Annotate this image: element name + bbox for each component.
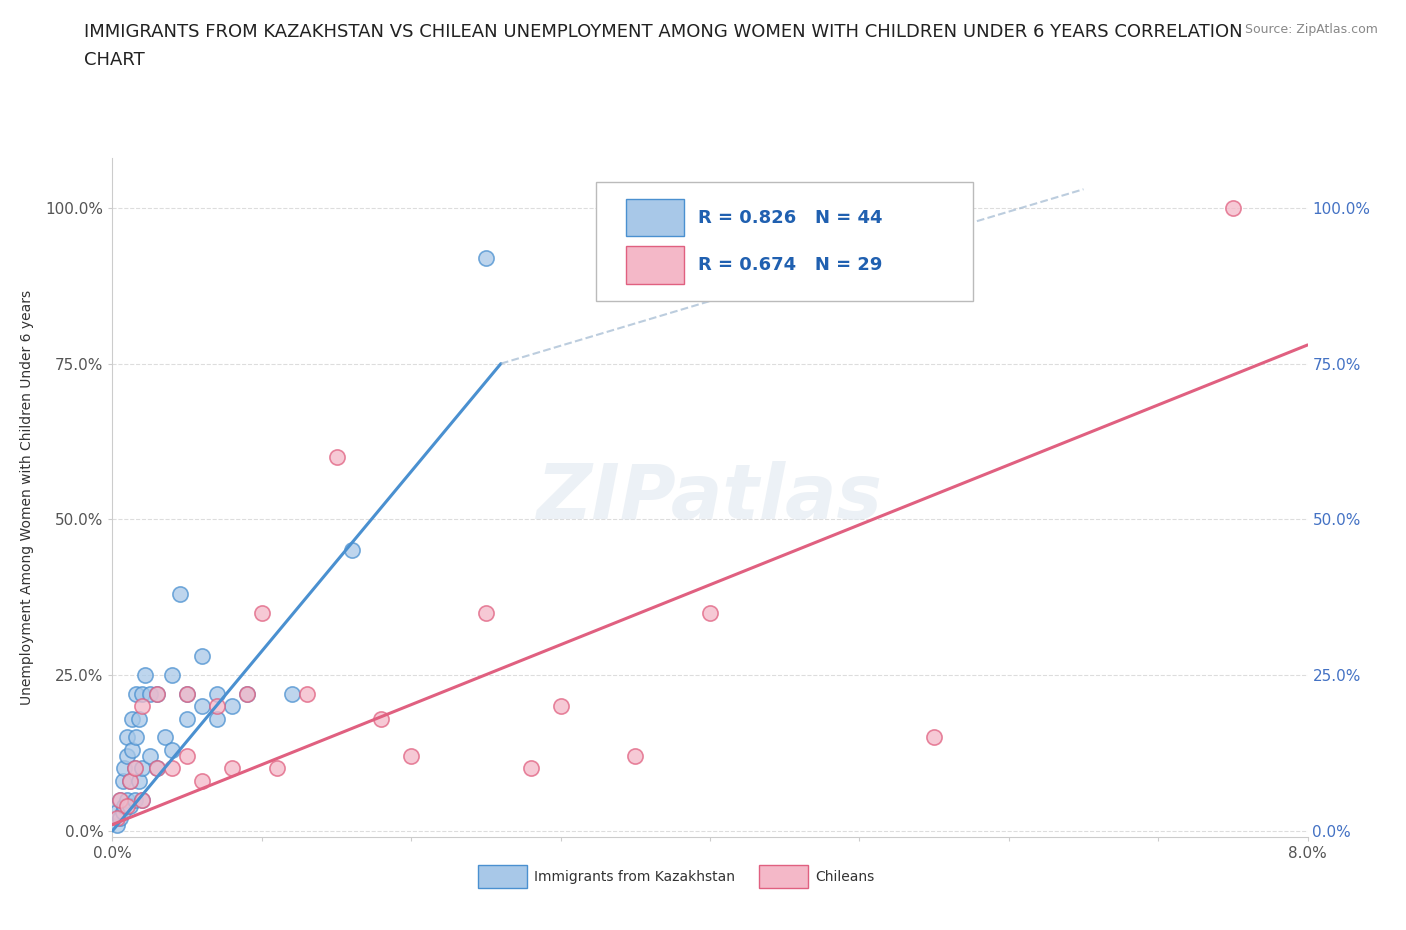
Text: ZIPatlas: ZIPatlas	[537, 460, 883, 535]
Y-axis label: Unemployment Among Women with Children Under 6 years: Unemployment Among Women with Children U…	[20, 290, 34, 705]
Point	[139, 686, 162, 701]
Point	[475, 605, 498, 620]
Point	[520, 761, 543, 776]
Point	[162, 742, 183, 757]
Point	[128, 774, 150, 789]
Point	[117, 730, 139, 745]
Point	[169, 587, 191, 602]
Point	[922, 730, 945, 745]
Point	[111, 774, 134, 789]
Point	[162, 668, 183, 683]
Point	[221, 698, 243, 713]
Text: IMMIGRANTS FROM KAZAKHSTAN VS CHILEAN UNEMPLOYMENT AMONG WOMEN WITH CHILDREN UND: IMMIGRANTS FROM KAZAKHSTAN VS CHILEAN UN…	[84, 23, 1243, 41]
Point	[139, 749, 162, 764]
Point	[153, 730, 176, 745]
Point	[117, 799, 139, 814]
Point	[131, 792, 153, 807]
Text: Source: ZipAtlas.com: Source: ZipAtlas.com	[1244, 23, 1378, 36]
Point	[205, 698, 228, 713]
Point	[131, 792, 153, 807]
Text: Chileans: Chileans	[815, 870, 875, 884]
Point	[340, 543, 363, 558]
Point	[205, 686, 228, 701]
Point	[121, 711, 143, 726]
Point	[117, 792, 139, 807]
Point	[221, 761, 243, 776]
Point	[146, 686, 169, 701]
Point	[162, 761, 183, 776]
FancyBboxPatch shape	[626, 246, 683, 284]
Text: CHART: CHART	[84, 51, 145, 69]
Point	[117, 749, 139, 764]
Point	[108, 792, 131, 807]
Point	[176, 686, 198, 701]
Point	[236, 686, 259, 701]
Point	[128, 711, 150, 726]
Point	[124, 761, 146, 776]
Text: Immigrants from Kazakhstan: Immigrants from Kazakhstan	[534, 870, 735, 884]
Point	[550, 698, 572, 713]
Point	[250, 605, 273, 620]
Point	[699, 605, 721, 620]
Point	[370, 711, 392, 726]
Point	[236, 686, 259, 701]
Point	[105, 811, 128, 826]
Point	[125, 730, 148, 745]
Text: R = 0.674   N = 29: R = 0.674 N = 29	[697, 256, 883, 274]
Point	[120, 774, 142, 789]
Point	[475, 250, 498, 265]
Point	[146, 761, 169, 776]
Point	[191, 649, 214, 664]
Point	[176, 749, 198, 764]
Point	[191, 774, 214, 789]
Point	[624, 749, 647, 764]
Point	[108, 792, 131, 807]
FancyBboxPatch shape	[596, 182, 973, 300]
Point	[295, 686, 318, 701]
Point	[134, 668, 156, 683]
Point	[131, 698, 153, 713]
Point	[124, 761, 146, 776]
Point	[146, 686, 169, 701]
Point	[114, 799, 135, 814]
Point	[176, 711, 198, 726]
Point	[281, 686, 304, 701]
Point	[266, 761, 288, 776]
Point	[108, 811, 131, 826]
Point	[131, 761, 153, 776]
Point	[105, 804, 128, 819]
Point	[120, 799, 142, 814]
Point	[120, 774, 142, 789]
Point	[111, 804, 134, 819]
Point	[131, 686, 153, 701]
Point	[146, 761, 169, 776]
Point	[105, 817, 128, 832]
Point	[125, 686, 148, 701]
Point	[401, 749, 423, 764]
Point	[205, 711, 228, 726]
Text: R = 0.826   N = 44: R = 0.826 N = 44	[697, 208, 883, 227]
Point	[114, 761, 135, 776]
Point	[325, 449, 347, 464]
Point	[121, 742, 143, 757]
Point	[124, 792, 146, 807]
Point	[176, 686, 198, 701]
Point	[191, 698, 214, 713]
Point	[1222, 201, 1244, 216]
FancyBboxPatch shape	[626, 199, 683, 236]
